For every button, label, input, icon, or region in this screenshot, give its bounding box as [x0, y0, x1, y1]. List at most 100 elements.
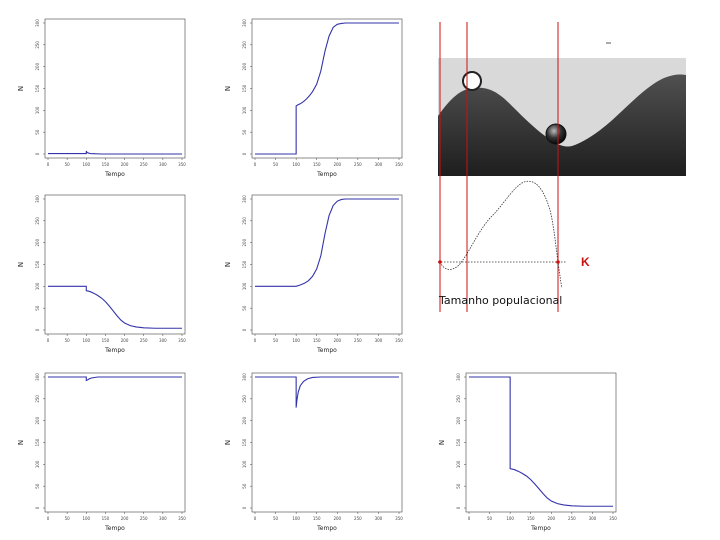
y-tick-label: 300	[35, 373, 40, 381]
y-tick-label: 250	[242, 41, 247, 49]
x-tick-label: 0	[254, 162, 257, 167]
chart-panel-6: 0 50 100 150 200 250 300 350 0 50 100 150 200 250 300 T…	[222, 368, 412, 538]
y-tick-label: 200	[242, 62, 247, 70]
x-tick-label: 300	[375, 162, 383, 167]
population-size-label: Tamanho populacional	[438, 294, 562, 307]
x-tick-label: 150	[313, 338, 321, 343]
y-tick-label: 150	[35, 438, 40, 446]
x-axis-label: Tempo	[316, 525, 337, 532]
x-tick-label: 300	[589, 516, 597, 521]
y-tick-label: 100	[35, 106, 40, 114]
x-tick-label: 0	[47, 162, 50, 167]
x-tick-label: 50	[65, 516, 71, 521]
y-tick-label: 0	[242, 506, 247, 509]
x-tick-label: 350	[178, 516, 186, 521]
y-tick-label: 0	[456, 506, 461, 509]
x-tick-label: 250	[354, 338, 362, 343]
y-tick-label: 300	[242, 19, 247, 27]
x-tick-label: 100	[506, 516, 514, 521]
y-tick-label: 50	[456, 483, 461, 489]
y-tick-label: 50	[35, 483, 40, 489]
y-tick-label: 50	[242, 129, 247, 135]
chart-2: 0 50 100 150 200 250 300 350 0 50 100 150 200 250 300 T…	[224, 18, 403, 178]
x-tick-label: 0	[47, 516, 50, 521]
chart-5: 0 50 100 150 200 250 300 350 0 50 100 150 200 250 300 T…	[17, 372, 186, 532]
series-line	[255, 198, 399, 287]
chart-panel-1: 0 50 100 150 200 250 300 350 0 50 100 150 200 250 300 T…	[15, 14, 195, 184]
y-tick-label: 100	[35, 282, 40, 290]
chart-7: 0 50 100 150 200 250 300 350 0 50 100 150 200 250 300 T…	[438, 372, 617, 532]
x-tick-label: 150	[102, 162, 110, 167]
y-tick-label: 100	[242, 282, 247, 290]
y-tick-label: 50	[35, 129, 40, 135]
chart-panel-7: 0 50 100 150 200 250 300 350 0 50 100 150 200 250 300 T…	[436, 368, 626, 538]
x-axis-label: Tempo	[104, 171, 125, 178]
x-tick-label: 100	[82, 338, 90, 343]
x-tick-label: 0	[254, 516, 257, 521]
y-tick-label: 300	[242, 373, 247, 381]
x-tick-label: 200	[333, 162, 341, 167]
plot-frame	[44, 372, 186, 513]
x-tick-label: 0	[468, 516, 471, 521]
y-tick-label: 300	[456, 373, 461, 381]
x-tick-label: 0	[254, 338, 257, 343]
series-line	[48, 376, 182, 382]
plot-frame	[44, 18, 186, 159]
x-tick-label: 250	[354, 162, 362, 167]
stable-equilibrium-ball	[545, 123, 567, 145]
x-axis-label: Tempo	[104, 347, 125, 354]
x-tick-label: 300	[375, 338, 383, 343]
y-tick-label: 100	[456, 460, 461, 468]
x-tick-label: 200	[121, 516, 129, 521]
y-tick-label: 250	[456, 395, 461, 403]
x-tick-label: 50	[65, 162, 71, 167]
x-tick-label: 200	[547, 516, 555, 521]
chart-3: 0 50 100 150 200 250 300 350 0 50 100 150 200 250 300 T…	[17, 194, 186, 354]
x-tick-label: 50	[487, 516, 493, 521]
x-tick-label: 100	[82, 516, 90, 521]
x-tick-label: 300	[159, 338, 167, 343]
x-tick-label: 200	[121, 162, 129, 167]
x-tick-label: 350	[395, 162, 403, 167]
y-tick-label: 300	[242, 195, 247, 203]
y-tick-label: 300	[35, 195, 40, 203]
y-tick-label: 0	[242, 328, 247, 331]
x-tick-label: 150	[313, 162, 321, 167]
x-tick-label: 300	[159, 516, 167, 521]
y-tick-label: 200	[242, 238, 247, 246]
x-tick-label: 250	[140, 338, 148, 343]
x-tick-label: 250	[140, 162, 148, 167]
plot-frame	[251, 18, 403, 159]
x-tick-label: 300	[375, 516, 383, 521]
x-tick-label: 300	[159, 162, 167, 167]
chart-panel-3: 0 50 100 150 200 250 300 350 0 50 100 150 200 250 300 T…	[15, 190, 195, 360]
x-tick-label: 250	[140, 516, 148, 521]
y-tick-label: 200	[456, 416, 461, 424]
x-axis-label: Tempo	[316, 171, 337, 178]
y-tick-label: 200	[35, 416, 40, 424]
x-axis-label: Tempo	[316, 347, 337, 354]
x-tick-label: 50	[273, 162, 279, 167]
y-axis-label: N	[17, 262, 25, 267]
landscape-terrain	[438, 74, 686, 176]
y-axis-label: N	[438, 440, 446, 445]
series-line	[48, 285, 182, 329]
y-tick-label: 150	[35, 84, 40, 92]
x-tick-label: 150	[102, 338, 110, 343]
x-tick-label: 0	[47, 338, 50, 343]
y-tick-label: 300	[35, 19, 40, 27]
y-tick-label: 150	[242, 260, 247, 268]
x-tick-label: 250	[568, 516, 576, 521]
series-line	[255, 376, 399, 408]
y-tick-label: 0	[35, 506, 40, 509]
x-tick-label: 350	[395, 338, 403, 343]
x-tick-label: 100	[292, 162, 300, 167]
y-axis-label: N	[224, 86, 232, 91]
x-tick-label: 200	[333, 516, 341, 521]
x-axis-label: Tempo	[530, 525, 551, 532]
y-tick-label: 100	[242, 460, 247, 468]
y-tick-label: 0	[242, 152, 247, 155]
chart-4: 0 50 100 150 200 250 300 350 0 50 100 150 200 250 300 T…	[224, 194, 403, 354]
x-tick-label: 350	[609, 516, 617, 521]
x-tick-label: 350	[178, 162, 186, 167]
